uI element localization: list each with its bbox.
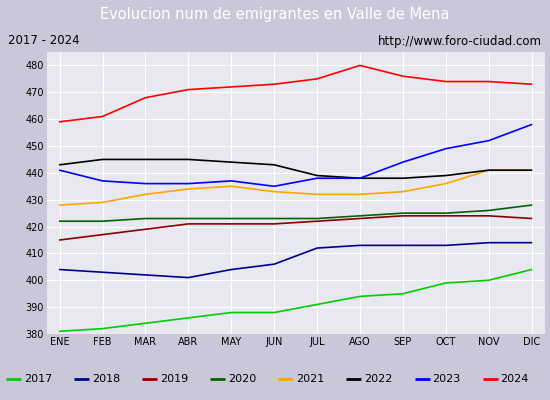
Text: 2021: 2021	[296, 374, 324, 384]
Text: 2018: 2018	[92, 374, 120, 384]
Text: Evolucion num de emigrantes en Valle de Mena: Evolucion num de emigrantes en Valle de …	[100, 8, 450, 22]
Text: 2017 - 2024: 2017 - 2024	[8, 34, 80, 48]
Text: 2019: 2019	[160, 374, 188, 384]
Text: 2022: 2022	[364, 374, 393, 384]
Text: 2020: 2020	[228, 374, 256, 384]
Text: 2017: 2017	[24, 374, 52, 384]
Text: http://www.foro-ciudad.com: http://www.foro-ciudad.com	[378, 34, 542, 48]
Text: 2024: 2024	[500, 374, 529, 384]
Text: 2023: 2023	[432, 374, 460, 384]
